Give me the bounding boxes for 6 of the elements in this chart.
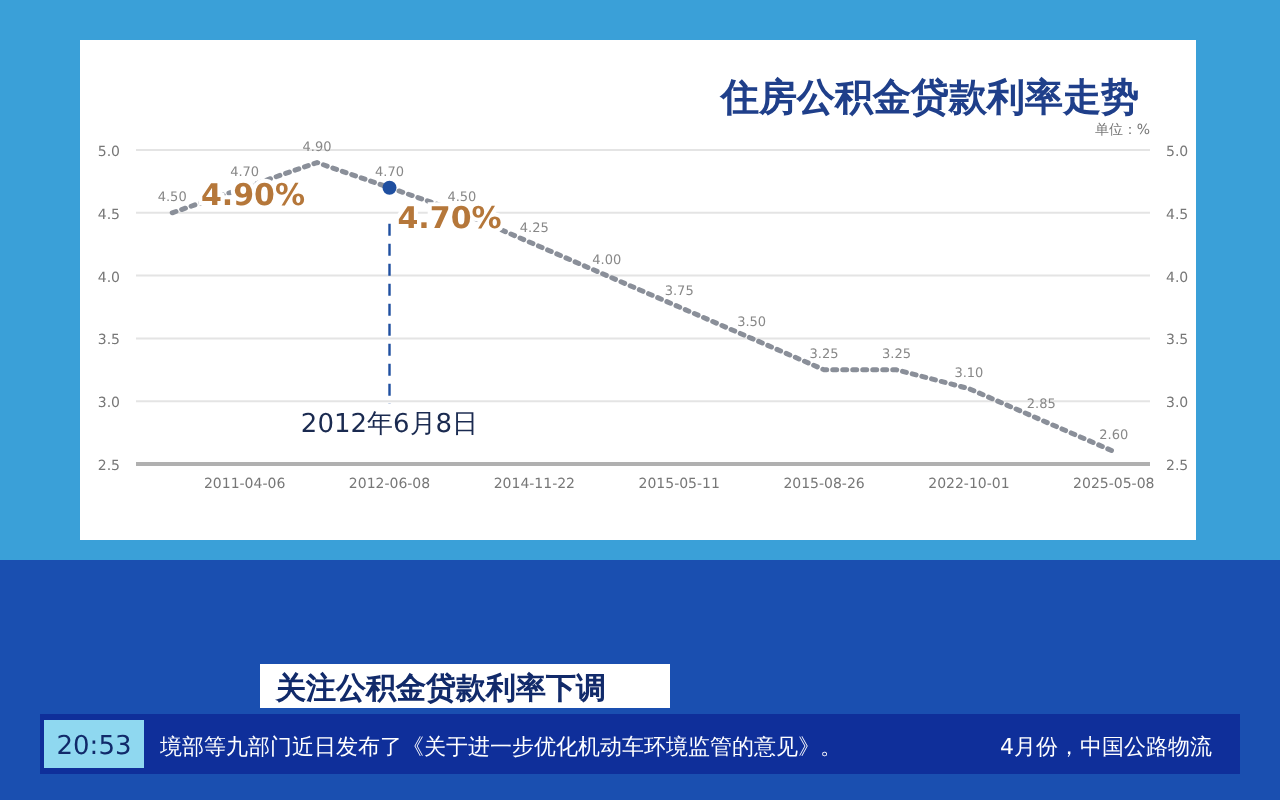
text: 20:53 — [56, 732, 132, 762]
ref-line-label: 2012年6月8日 — [300, 410, 479, 440]
text: 境部等九部门近日发布了《关于进一步优化机动车环境监管的意见》。 — [158, 734, 842, 760]
text: 关注公积金贷款利率下调 — [274, 670, 606, 706]
text: 4月份，中国公路物流 — [1000, 734, 1212, 760]
chart-title: 住房公积金贷款利率走势 — [719, 76, 1139, 120]
